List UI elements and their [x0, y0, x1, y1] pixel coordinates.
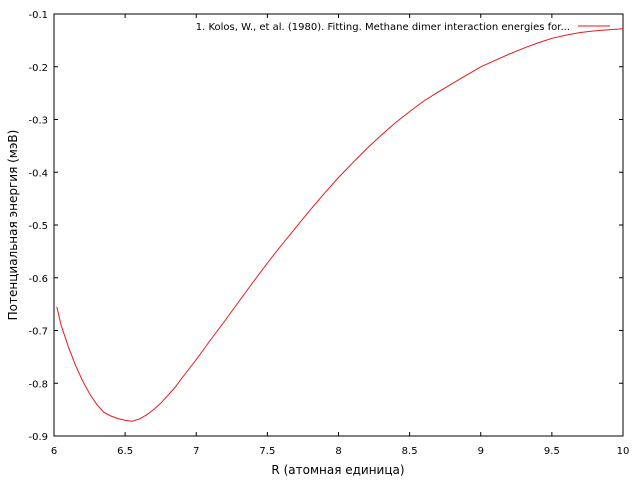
y-axis-label: Потенциальная энергия (мэВ) — [6, 130, 20, 321]
x-axis-label: R (атомная единица) — [271, 463, 404, 477]
x-tick-label: 9 — [478, 446, 484, 457]
y-tick-label: -0.1 — [28, 10, 48, 21]
y-tick-label: -0.6 — [28, 274, 48, 285]
y-tick-label: -0.3 — [28, 116, 48, 127]
y-tick-label: -0.2 — [28, 63, 48, 74]
y-tick-label: -0.5 — [28, 221, 48, 232]
x-tick-label: 6 — [51, 446, 57, 457]
x-tick-label: 10 — [617, 446, 630, 457]
x-axis-ticks: 6 6.5 7 7.5 8 8.5 9 9.5 10 — [51, 14, 630, 457]
y-axis-ticks: -0.9 -0.8 -0.7 -0.6 -0.5 -0.4 -0.3 -0.2 -0.1 — [28, 10, 623, 443]
x-tick-label: 7 — [193, 446, 199, 457]
y-tick-label: -0.7 — [28, 327, 48, 338]
series-line — [56, 28, 624, 422]
x-tick-label: 8.5 — [402, 446, 418, 457]
plot-frame — [53, 13, 624, 437]
x-tick-label: 9.5 — [544, 446, 560, 457]
y-tick-label: -0.9 — [28, 432, 48, 443]
legend: 1. Kolos, W., et al. (1980). Fitting. Me… — [196, 22, 610, 33]
y-tick-label: -0.4 — [28, 168, 48, 179]
y-tick-label: -0.8 — [28, 379, 48, 390]
x-tick-label: 8 — [335, 446, 341, 457]
x-tick-label: 6.5 — [117, 446, 133, 457]
legend-entry-label: 1. Kolos, W., et al. (1980). Fitting. Me… — [196, 22, 570, 33]
series-layer — [56, 28, 624, 422]
x-tick-label: 7.5 — [259, 446, 275, 457]
